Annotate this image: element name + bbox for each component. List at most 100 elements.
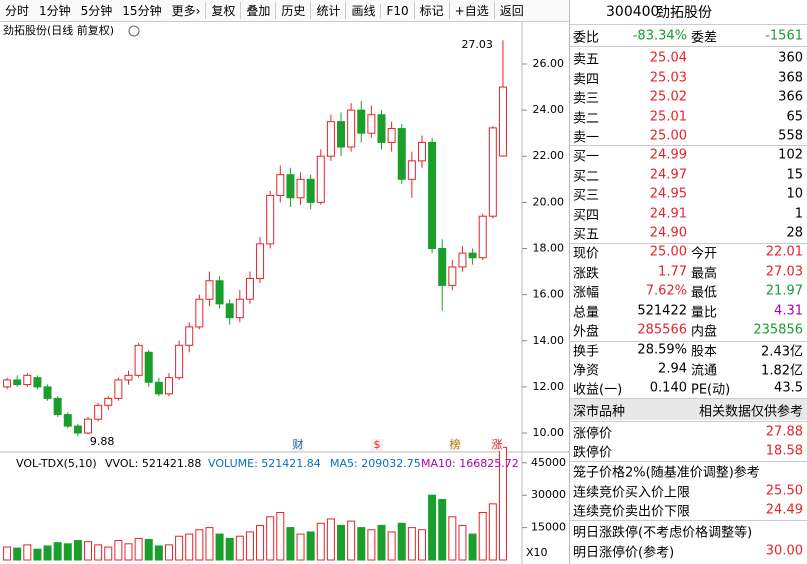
separator — [570, 421, 807, 422]
event-label: 榜 — [450, 437, 461, 451]
tool-button[interactable]: 返回 — [493, 2, 529, 19]
quote-text: 买三 — [573, 188, 600, 204]
tool-button[interactable]: 画线 — [345, 2, 380, 19]
quote-text: 相关数据仅供参考 — [698, 404, 803, 420]
quote-text: 521422 — [637, 303, 687, 318]
y-tick-label: 26.00 — [533, 57, 565, 70]
period-tab[interactable]: 更多› — [171, 4, 201, 18]
period-tab[interactable]: 1分钟 — [39, 4, 71, 18]
volume-bar — [397, 522, 406, 561]
quote-text: 15 — [786, 167, 803, 183]
volume-bar — [417, 529, 426, 561]
candle-body — [235, 298, 244, 319]
tool-button[interactable]: 标记 — [413, 2, 449, 19]
quote-text: 总量 — [573, 305, 600, 320]
volume-bar — [175, 535, 184, 561]
candle-body — [104, 397, 113, 406]
quote-text: 卖三 — [573, 91, 600, 107]
volume-bar — [43, 545, 52, 561]
quote-text: 24.95 — [649, 186, 687, 202]
period-tab[interactable]: 分时 — [5, 4, 30, 18]
volume-bar — [367, 529, 376, 561]
candle-body — [377, 114, 386, 143]
separator — [570, 341, 807, 342]
candle-body — [114, 379, 123, 399]
quote-text: 1.77 — [658, 264, 687, 279]
volume-bar — [245, 531, 254, 561]
candle-body — [478, 215, 487, 259]
volume-bar — [326, 518, 335, 561]
quote-text: 换手 — [573, 344, 600, 360]
separator — [570, 24, 807, 25]
quote-text: 深市品种 — [573, 404, 626, 420]
event-icon — [449, 439, 461, 451]
volume-bar — [276, 511, 285, 561]
volume-bar — [144, 538, 153, 561]
quote-text: 25.00 — [649, 244, 687, 260]
period-tab[interactable]: 15分钟 — [122, 4, 162, 18]
y-tick-label: 30000 — [531, 488, 566, 501]
quote-text: 笼子价格2%(随基准价调整)参考 — [573, 465, 760, 481]
candle-body — [43, 386, 52, 399]
quote-text: 24.91 — [649, 206, 687, 222]
candle-body — [296, 178, 305, 199]
separator — [570, 145, 807, 146]
tool-button[interactable]: 统计 — [310, 2, 345, 19]
volume-bar — [124, 543, 133, 561]
indicator-value: VVOL: 521421.88 — [105, 457, 201, 470]
tool-button[interactable]: F10 — [380, 3, 413, 18]
candle-body — [316, 155, 325, 203]
period-tab[interactable]: 5分钟 — [80, 4, 113, 18]
volume-bar — [286, 527, 295, 561]
chart-title: 劲拓股份(日线 前复权) — [3, 23, 114, 37]
volume-bar — [23, 544, 32, 561]
volume-bar — [357, 527, 366, 561]
candle-body — [63, 414, 72, 427]
quote-text: 102 — [778, 147, 803, 163]
candle-body — [13, 379, 22, 386]
event-icon — [371, 439, 383, 451]
quote-text: 卖二 — [573, 111, 600, 127]
tool-button[interactable]: +自选 — [448, 2, 494, 19]
quote-text: 1 — [794, 206, 803, 222]
candle-body — [417, 141, 426, 162]
quote-text: 24.99 — [649, 147, 687, 163]
candle-body — [154, 381, 163, 395]
separator — [570, 398, 807, 399]
tool-button[interactable]: 历史 — [275, 2, 310, 19]
volume-bar — [448, 516, 457, 561]
quote-text: 内盘 — [691, 324, 718, 340]
high-annotation: 27.03 — [461, 38, 493, 51]
candle-body — [33, 377, 42, 388]
candle-body — [73, 425, 82, 434]
quote-text: 18.58 — [765, 443, 803, 459]
separator — [570, 520, 807, 521]
quote-text: 明日涨跌停(不考虑价格调整等) — [573, 525, 753, 541]
volume-bar — [94, 544, 103, 561]
candle-body — [94, 404, 103, 420]
volume-bar — [53, 542, 62, 561]
volume-bar — [114, 540, 123, 561]
candle-body — [124, 374, 133, 381]
quote-text: 558 — [778, 128, 803, 144]
quote-text: 24.90 — [649, 225, 687, 241]
quote-text: 2.43亿 — [761, 344, 803, 360]
candle-body — [326, 121, 335, 157]
y-tick-label: 14.00 — [533, 334, 565, 347]
y-tick-label: 22.00 — [533, 149, 565, 162]
tool-button[interactable]: 复权 — [205, 2, 240, 19]
candle-body — [23, 374, 32, 386]
candle-body — [144, 351, 153, 383]
quote-text: 跌停价 — [573, 445, 613, 461]
quote-text: PE(动) — [691, 382, 731, 398]
quote-text: 22.01 — [765, 244, 803, 260]
candle-body — [367, 114, 376, 134]
candle-body — [195, 298, 204, 328]
quote-text: 43.5 — [774, 380, 803, 396]
quote-text: 今开 — [691, 246, 718, 262]
quote-text: 涨停价 — [573, 426, 613, 442]
tool-button[interactable]: 叠加 — [240, 2, 275, 19]
quote-text: 28.59% — [637, 342, 687, 358]
volume-bar — [164, 544, 173, 561]
